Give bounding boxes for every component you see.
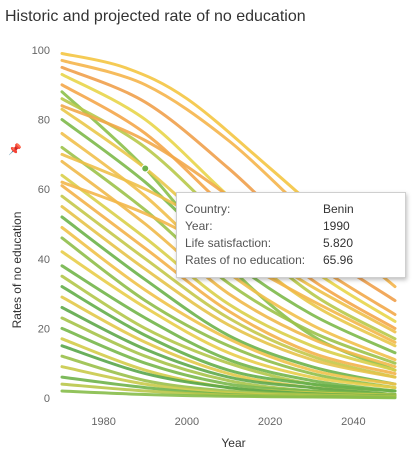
x-tick-label: 2000 [175, 416, 199, 428]
x-tick-label: 2040 [341, 416, 365, 428]
series-line[interactable] [60, 184, 397, 376]
y-tick-label: 20 [38, 323, 50, 335]
y-tick-label: 100 [32, 45, 50, 57]
tooltip-row-country: Country: Benin [185, 201, 397, 218]
chart-title: Historic and projected rate of no educat… [5, 8, 306, 25]
x-tick-label: 1980 [91, 416, 115, 428]
y-axis-label: Rates of no education [10, 211, 24, 329]
series-line[interactable] [60, 264, 397, 393]
y-tick-label: 80 [38, 115, 50, 127]
tooltip-row-life-satisfaction: Life satisfaction: 5.820 [185, 235, 397, 252]
series-line[interactable] [60, 226, 397, 386]
series-line[interactable] [60, 389, 397, 400]
series-line[interactable] [60, 215, 397, 386]
series-line[interactable] [60, 306, 397, 396]
series-line[interactable] [60, 285, 397, 393]
tooltip-value: 5.820 [323, 236, 354, 250]
x-axis-label: Year [221, 436, 246, 450]
highlight-point[interactable] [141, 164, 150, 173]
tooltip-row-rate: Rates of no education: 65.96 [185, 252, 397, 269]
tooltip-value: Benin [323, 202, 354, 216]
y-tick-label: 60 [38, 184, 50, 196]
tooltip: Country: Benin Year: 1990 Life satisfact… [176, 192, 406, 278]
y-tick-label: 0 [44, 393, 50, 405]
series-line[interactable] [60, 173, 397, 372]
series-line[interactable] [60, 250, 397, 390]
tooltip-key: Country: [185, 202, 231, 216]
y-tick-label: 40 [38, 254, 50, 266]
tooltip-key: Rates of no education: [185, 253, 306, 267]
series-line[interactable] [60, 194, 397, 379]
series-line[interactable] [60, 145, 397, 365]
tooltip-value: 65.96 [323, 253, 354, 267]
pin-icon[interactable]: 📌 [8, 144, 22, 156]
series-line[interactable] [60, 236, 397, 390]
tooltip-row-year: Year: 1990 [185, 218, 397, 235]
series-line[interactable] [60, 205, 397, 379]
tooltip-key: Life satisfaction: [185, 236, 272, 250]
tooltip-value: 1990 [323, 219, 350, 233]
tooltip-key: Year: [185, 219, 213, 233]
x-tick-label: 2020 [258, 416, 282, 428]
